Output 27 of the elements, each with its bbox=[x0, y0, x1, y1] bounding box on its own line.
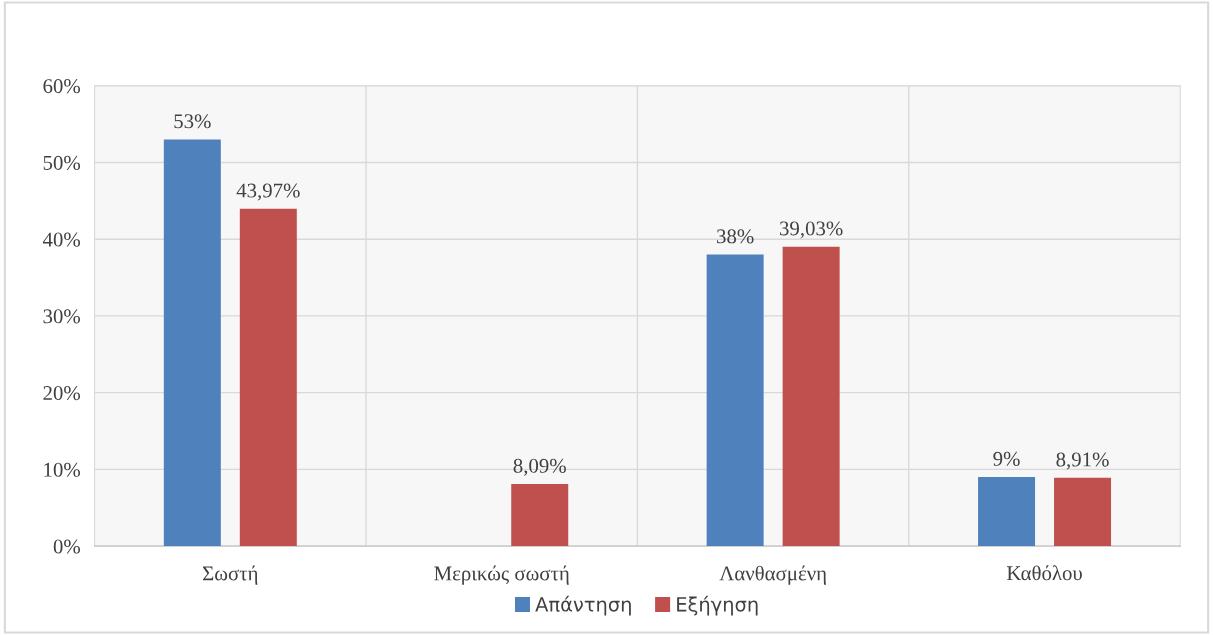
data-label: 8,09% bbox=[513, 458, 566, 476]
bar bbox=[782, 246, 840, 547]
bar bbox=[239, 208, 297, 547]
data-label: 8,91% bbox=[1056, 452, 1109, 470]
bar bbox=[706, 254, 764, 547]
legend-label: Απάντηση bbox=[535, 595, 631, 616]
data-label: 9% bbox=[993, 451, 1020, 466]
legend-label: Εξήγηση bbox=[677, 595, 758, 616]
x-tick-label: Λανθασμένη bbox=[719, 565, 826, 585]
y-tick-label: 0% bbox=[53, 539, 81, 554]
y-tick-label: 20% bbox=[43, 386, 81, 401]
data-label: 43,97% bbox=[236, 183, 300, 201]
y-tick-label: 30% bbox=[43, 309, 81, 324]
y-tick-label: 40% bbox=[42, 232, 81, 247]
x-tick-label: Μερικώς σωστή bbox=[434, 565, 569, 585]
y-tick-label: 10% bbox=[44, 462, 81, 477]
y-tick-label: 60% bbox=[43, 79, 81, 94]
x-tick-label: Σωστή bbox=[202, 565, 258, 585]
y-tick-label: 50% bbox=[43, 155, 81, 170]
bar bbox=[1054, 477, 1112, 547]
bar bbox=[978, 477, 1036, 547]
x-tick-label: Καθόλου bbox=[1006, 565, 1082, 581]
bar bbox=[163, 139, 221, 547]
data-label: 39,03% bbox=[780, 221, 843, 239]
data-label: 38% bbox=[717, 229, 754, 244]
data-label: 53% bbox=[174, 114, 211, 129]
bar bbox=[511, 484, 569, 547]
